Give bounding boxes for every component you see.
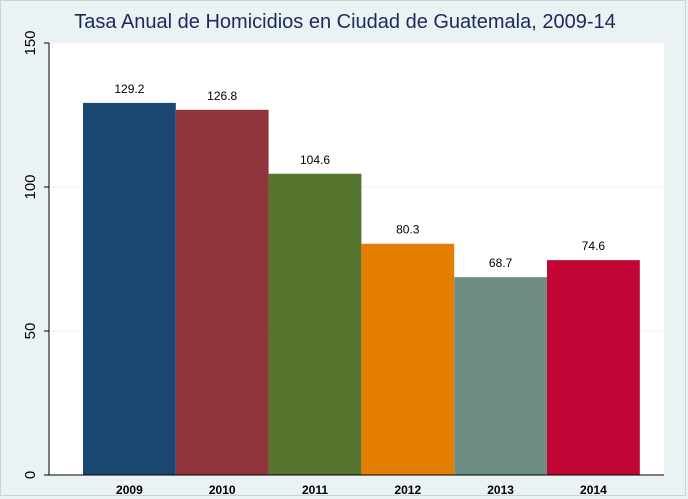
bar-2014 xyxy=(547,260,640,475)
data-label: 80.3 xyxy=(396,223,420,237)
y-tick-label: 0 xyxy=(22,471,39,479)
y-tick-label: 100 xyxy=(22,174,39,199)
x-tick-label: 2009 xyxy=(116,483,143,497)
bar-2013 xyxy=(454,277,547,475)
y-axis-ticks: 0 50 100 150 xyxy=(22,30,49,479)
x-tick-label: 2010 xyxy=(209,483,236,497)
data-label: 129.2 xyxy=(114,82,144,96)
bar-2009 xyxy=(83,102,176,476)
data-label: 74.6 xyxy=(582,239,606,253)
x-tick-label: 2012 xyxy=(394,483,421,497)
y-tick-label: 50 xyxy=(22,323,39,340)
data-label: 68.7 xyxy=(489,256,513,270)
bar-2012 xyxy=(361,243,455,475)
x-tick-label: 2013 xyxy=(487,483,514,497)
bar-2010 xyxy=(175,109,269,475)
bars xyxy=(83,102,640,476)
data-label: 104.6 xyxy=(300,153,330,167)
data-labels: 129.2 126.8 104.6 80.3 68.7 74.6 xyxy=(114,82,605,270)
bar-2011 xyxy=(268,173,362,475)
x-tick-label: 2014 xyxy=(580,483,607,497)
x-axis-labels: 2009 2010 2011 2012 2013 2014 xyxy=(116,483,607,497)
data-label: 126.8 xyxy=(207,89,237,103)
y-tick-label: 150 xyxy=(22,30,39,55)
x-tick-label: 2011 xyxy=(302,483,328,497)
chart-title: Tasa Anual de Homicidios en Ciudad de Gu… xyxy=(74,11,616,33)
